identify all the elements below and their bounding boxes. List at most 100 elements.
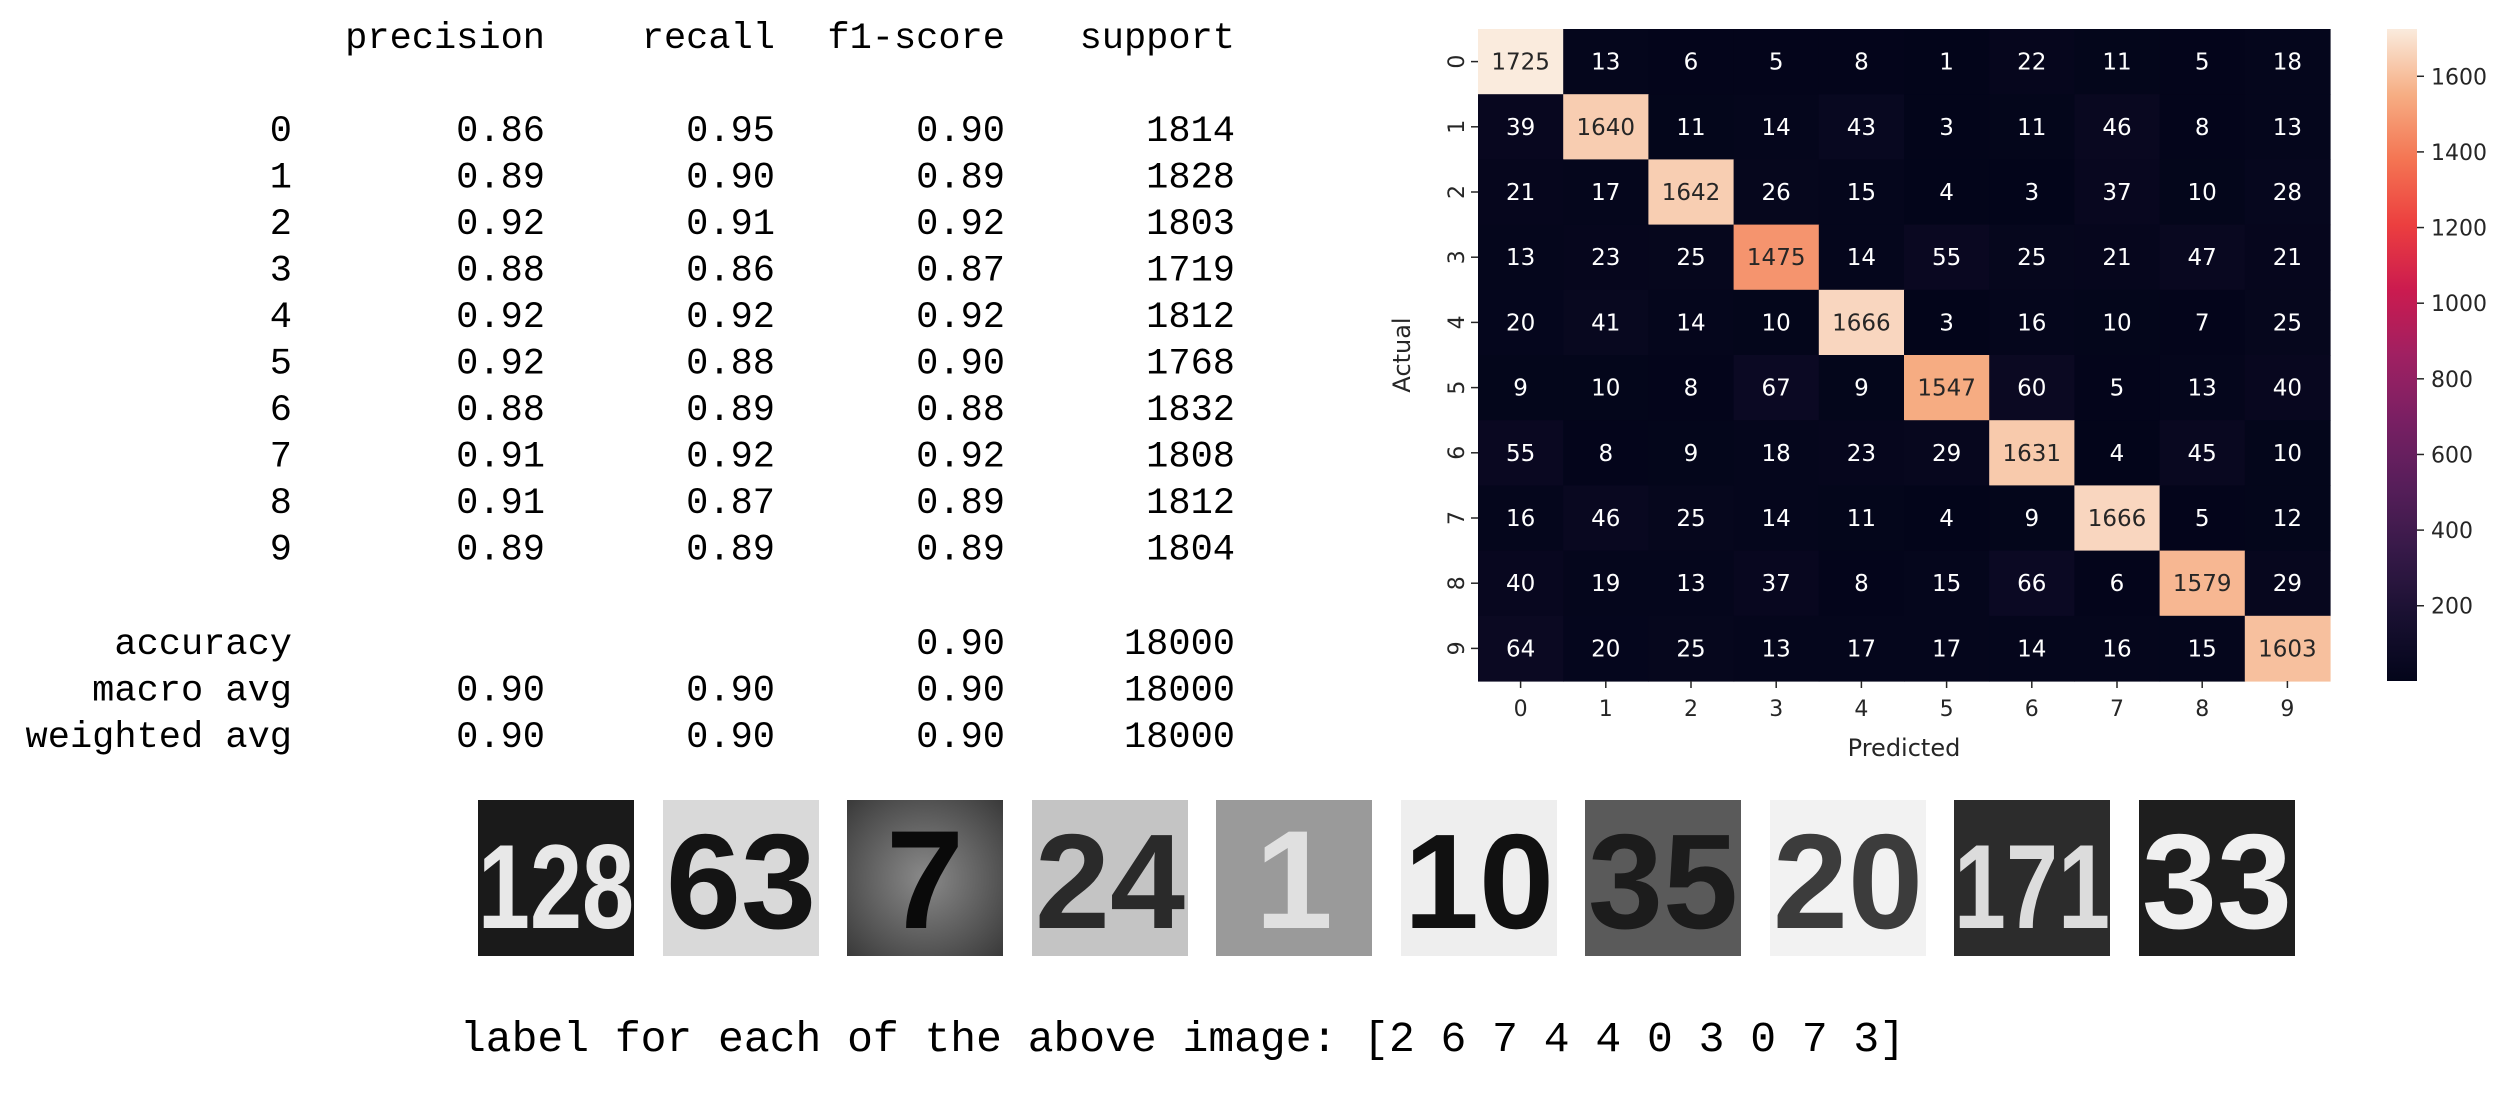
- heatmap-cell: [1989, 289, 2075, 356]
- heatmap-cell: [1818, 94, 1905, 160]
- y-tick-label: 4: [1445, 315, 1470, 329]
- report-column-header: f1-score: [827, 18, 1005, 60]
- heatmap-cell: [1818, 159, 1905, 226]
- colorbar-tick-label: 1400: [2431, 141, 2487, 166]
- heatmap-cell: [2074, 224, 2161, 291]
- heatmap-cell: [1648, 159, 1735, 226]
- heatmap-cell-value: 8: [1598, 441, 1613, 467]
- heatmap-cell: [2244, 550, 2331, 617]
- report-cell: 0.90: [916, 671, 1005, 713]
- heatmap-cell-value: 17: [1932, 636, 1961, 662]
- heatmap-cell-value: 14: [1676, 310, 1705, 336]
- report-cell: 0.91: [456, 483, 545, 525]
- heatmap-cell-value: 14: [1762, 115, 1791, 141]
- heatmap-cell-value: 13: [2273, 115, 2302, 141]
- y-tick-label: 0: [1445, 55, 1470, 69]
- heatmap-cell-value: 67: [1762, 376, 1791, 402]
- heatmap-cell-value: 15: [1932, 571, 1961, 597]
- heatmap-cell-value: 6: [2110, 571, 2125, 597]
- report-cell: 1812: [1146, 483, 1235, 525]
- heatmap-cell: [1563, 355, 1649, 421]
- digit-sample-label: 171: [1954, 820, 2110, 954]
- report-class-label: 0: [270, 111, 292, 153]
- heatmap-cell-value: 66: [2017, 571, 2046, 597]
- classification-report: precision recall f1-score support 0 0.86 0.95 0…: [0, 0, 1300, 760]
- colorbar-tick-label: 200: [2431, 595, 2473, 620]
- x-tick-label: 6: [2025, 697, 2039, 722]
- digit-sample-image: 35: [1585, 800, 1741, 956]
- heatmap-cell: [2244, 159, 2331, 226]
- y-tick-label: 8: [1445, 576, 1470, 590]
- sample-digit-images: 128 63 7 24 1 10 35 20 171 33: [478, 800, 2318, 956]
- report-cell: 0.88: [686, 344, 775, 386]
- heatmap-cell-value: 43: [1847, 115, 1876, 141]
- heatmap-cell-value: 25: [1676, 245, 1705, 271]
- digit-sample-label: 7: [886, 801, 964, 956]
- heatmap-cell: [2159, 420, 2246, 486]
- digit-sample-image: 171: [1954, 800, 2110, 956]
- heatmap-cell: [2159, 550, 2246, 617]
- digit-sample-image: 10: [1401, 800, 1557, 956]
- report-class-label: 8: [270, 483, 292, 525]
- heatmap-cell: [1818, 615, 1905, 682]
- heatmap-cell: [1989, 615, 2075, 682]
- y-tick-label: 2: [1445, 185, 1470, 199]
- digit-sample-image: 24: [1032, 800, 1188, 956]
- heatmap-cell-value: 10: [1762, 310, 1791, 336]
- heatmap-cell: [2159, 485, 2246, 552]
- report-cell: 0.90: [686, 671, 775, 713]
- heatmap-cell-value: 3: [1939, 115, 1954, 141]
- report-summary-label: weighted avg: [26, 717, 292, 759]
- heatmap-cell-value: 22: [2017, 50, 2046, 76]
- x-tick-label: 8: [2195, 697, 2209, 722]
- heatmap-cell: [2074, 615, 2161, 682]
- heatmap-cell: [1733, 94, 1820, 160]
- x-tick-label: 3: [1769, 697, 1783, 722]
- y-tick-label: 1: [1445, 120, 1470, 134]
- report-class-label: 5: [270, 344, 292, 386]
- report-cell: 1808: [1146, 437, 1235, 479]
- heatmap-cell: [1904, 29, 1990, 95]
- heatmap-cell-value: 18: [1762, 441, 1791, 467]
- heatmap-cell-value: 4: [2110, 441, 2125, 467]
- heatmap-cell-value: 13: [1676, 571, 1705, 597]
- heatmap-cell-value: 9: [1684, 441, 1699, 467]
- report-cell: 0.90: [686, 158, 775, 200]
- heatmap-cell-value: 13: [1506, 245, 1535, 271]
- digit-sample-label: 63: [666, 806, 816, 956]
- heatmap-cell: [1989, 550, 2075, 617]
- heatmap-cell: [2159, 615, 2246, 682]
- heatmap-cell: [1904, 485, 1990, 552]
- heatmap-cell: [1818, 550, 1905, 617]
- heatmap-cell: [1733, 615, 1820, 682]
- heatmap-cell-value: 16: [1506, 506, 1535, 532]
- heatmap-cell-value: 19: [1591, 571, 1620, 597]
- heatmap-cell-value: 10: [2102, 310, 2131, 336]
- y-tick-label: 9: [1445, 641, 1470, 655]
- report-cell: 0.89: [456, 530, 545, 572]
- digit-sample-label: 33: [2142, 806, 2292, 956]
- report-cell: 18000: [1124, 717, 1235, 759]
- heatmap-cell-value: 5: [2195, 506, 2210, 532]
- x-tick-label: 1: [1599, 697, 1613, 722]
- report-cell: 0.89: [686, 530, 775, 572]
- heatmap-cell: [1478, 615, 1564, 682]
- heatmap-cell: [1733, 159, 1820, 226]
- heatmap-cell-value: 9: [1854, 376, 1869, 402]
- report-class-label: 4: [270, 297, 292, 339]
- heatmap-cell: [1904, 355, 1990, 421]
- heatmap-cell-value: 1: [1939, 50, 1954, 76]
- heatmap-cell: [1733, 355, 1820, 421]
- heatmap-cell-value: 1603: [2258, 636, 2317, 662]
- report-column-header: support: [1080, 18, 1235, 60]
- report-class-label: 6: [270, 390, 292, 432]
- heatmap-cell-value: 17: [1847, 636, 1876, 662]
- x-tick-label: 5: [1940, 697, 1954, 722]
- y-axis-label: Actual: [1388, 317, 1416, 392]
- report-column-header: precision: [345, 18, 545, 60]
- heatmap-cell-value: 29: [2273, 571, 2302, 597]
- heatmap-cell: [1478, 550, 1564, 617]
- heatmap-cell: [1478, 94, 1564, 160]
- heatmap-cell: [1989, 159, 2075, 226]
- report-cell: 0.92: [686, 297, 775, 339]
